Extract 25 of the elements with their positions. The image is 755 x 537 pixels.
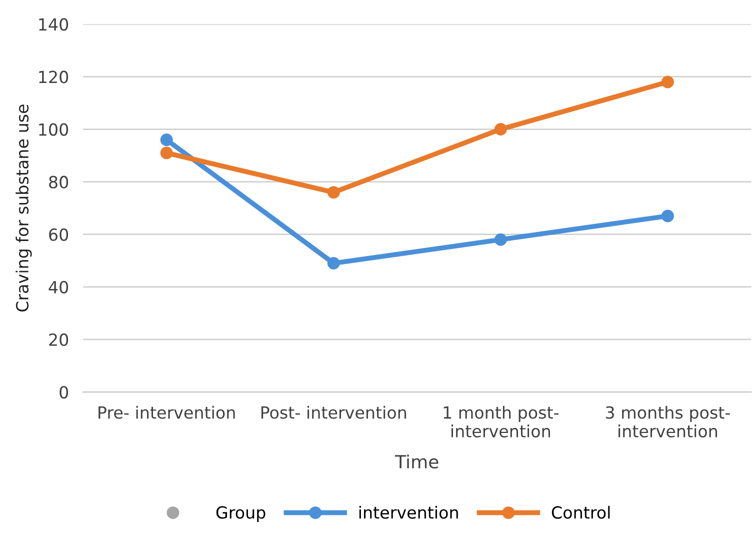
point [661,210,674,222]
y-tick-label: 80 [49,176,68,188]
x-tick-label: Pre- intervention [98,406,235,419]
x-tick-label: 3 months post- intervention [606,406,730,438]
point [327,186,340,199]
point [327,257,340,270]
y-tick-label: 140 [39,18,68,31]
legend-label: Control [552,506,610,519]
y-tick-label: 100 [39,123,68,136]
y-tick-label: 60 [49,228,68,241]
x-axis-title: Time [394,454,438,469]
y-axis-title: Craving for substane use [16,104,32,312]
y-tick-label: 20 [49,333,68,346]
x-tick-label: Post- intervention [261,406,406,419]
point [160,146,173,160]
legend-label: intervention [359,506,458,519]
point [494,123,507,136]
point [661,76,674,88]
legend-title: Group [216,506,266,522]
point [494,233,507,246]
x-tick-label: 1 month post- intervention [444,406,558,438]
y-tick-label: 40 [48,280,68,294]
point [160,134,173,146]
y-tick-label: 0 [60,386,68,399]
y-tick-label: 120 [39,70,68,84]
